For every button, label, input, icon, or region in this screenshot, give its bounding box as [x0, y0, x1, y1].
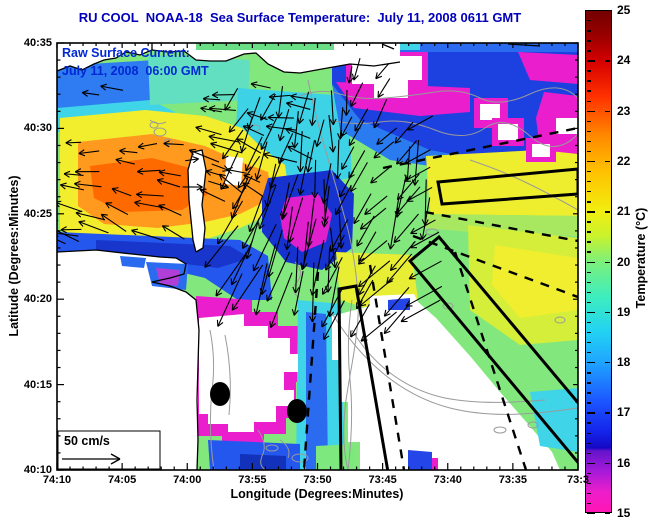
- overlay-current-timestamp: July 11, 2008 06:00 GMT: [62, 64, 209, 78]
- colorbar-tick: [605, 362, 611, 364]
- colorbar-tick: [605, 10, 611, 12]
- x-axis-label: Longitude (Degrees:Minutes): [230, 487, 404, 501]
- colorbar-tick: [586, 30, 591, 32]
- colorbar-tick: [586, 241, 591, 243]
- colorbar-tick: [586, 301, 591, 304]
- colorbar-tick: [586, 50, 591, 52]
- colorbar-tick: [586, 392, 591, 394]
- colorbar-tick: [586, 251, 591, 253]
- colorbar-tick: [586, 211, 595, 213]
- x-tick-label: 73:55: [238, 474, 267, 486]
- colorbar-tick: [605, 160, 611, 163]
- colorbar-tick: [605, 311, 611, 314]
- x-tick-label: 73:45: [368, 474, 397, 486]
- colorbar-tick: [586, 492, 591, 495]
- colorbar-tick-label: 16: [617, 455, 631, 470]
- colorbar-tick: [586, 321, 591, 324]
- colorbar-tick: [586, 80, 591, 82]
- colorbar-tick: [586, 170, 591, 173]
- colorbar-tick: [586, 100, 591, 102]
- colorbar-tick: [605, 110, 611, 112]
- overlay-raw-surface-current: Raw Surface Current:: [62, 46, 190, 60]
- colorbar-tick-label: 17: [617, 405, 631, 420]
- colorbar-tick: [586, 10, 595, 12]
- y-axis-label: Latitude (Degrees:Minutes): [7, 175, 21, 337]
- y-tick-label: 40:20: [23, 293, 52, 306]
- colorbar-tick: [586, 160, 595, 163]
- colorbar-tick: [586, 181, 591, 183]
- colorbar-tick: [586, 271, 591, 273]
- colorbar-tick: [605, 211, 611, 213]
- colorbar-tick: [586, 120, 591, 123]
- colorbar-tick: [605, 462, 611, 465]
- x-tick-label: 73:35: [498, 474, 527, 486]
- colorbar-tick-label: 21: [617, 204, 631, 219]
- colorbar-tick: [586, 412, 595, 414]
- colorbar-tick: [586, 482, 591, 485]
- colorbar-tick: [586, 140, 591, 143]
- colorbar-tick: [586, 110, 595, 112]
- colorbar-tick: [586, 150, 591, 153]
- colorbar-tick: [586, 331, 591, 334]
- colorbar-tick: [586, 201, 591, 203]
- colorbar-tick: [586, 362, 595, 364]
- colorbar-tick: [586, 352, 591, 354]
- x-tick-label: 74:00: [173, 474, 202, 486]
- colorbar-tick: [586, 472, 591, 475]
- colorbar-tick: [586, 341, 591, 344]
- colorbar-tick-label: 19: [617, 304, 631, 319]
- colorbar-tick: [586, 261, 595, 263]
- colorbar-tick: [586, 382, 591, 384]
- colorbar-tick: [586, 291, 591, 294]
- colorbar-tick: [586, 191, 591, 193]
- colorbar-tick: [586, 462, 595, 465]
- x-tick-label: 73:50: [303, 474, 332, 486]
- y-tick-label: 40:30: [23, 122, 52, 135]
- colorbar-tick: [586, 221, 591, 223]
- colorbar-tick: [586, 513, 595, 515]
- colorbar-tick-label: 25: [617, 3, 631, 17]
- colorbar-tick: [605, 261, 611, 263]
- colorbar-tick: [586, 422, 591, 424]
- colorbar-tick: [605, 513, 611, 515]
- colorbar-tick: [586, 281, 591, 283]
- colorbar-tick-label: 15: [617, 506, 631, 518]
- colorbar-tick: [586, 452, 591, 455]
- figure-title: RU COOL NOAA-18 Sea Surface Temperature:…: [78, 10, 522, 25]
- colorbar-tick: [605, 412, 611, 414]
- y-tick-label: 40:35: [23, 37, 52, 49]
- colorbar-tick: [586, 311, 595, 314]
- y-tick-label: 40:25: [23, 207, 52, 220]
- x-tick-label: 74:10: [42, 474, 72, 486]
- colorbar-tick-label: 18: [617, 355, 631, 370]
- x-tick-label: 73:3: [566, 474, 590, 486]
- colorbar-tick: [586, 20, 591, 22]
- colorbar-tick: [586, 40, 591, 42]
- colorbar-tick: [586, 442, 591, 444]
- colorbar-tick: [605, 60, 611, 62]
- y-tick-label: 40:15: [23, 378, 52, 391]
- colorbar-tick-label: 23: [617, 103, 631, 118]
- y-tick-label: 40:10: [23, 464, 52, 476]
- colorbar-tick: [586, 432, 591, 434]
- colorbar-tick: [586, 60, 595, 62]
- colorbar-axis-label: Temperature (°C): [634, 207, 648, 309]
- colorbar-tick: [586, 231, 591, 233]
- colorbar-tick: [586, 372, 591, 374]
- x-tick-label: 74:05: [108, 474, 137, 486]
- quiver-scale-label: 50 cm/s: [64, 434, 110, 448]
- colorbar-tick: [586, 402, 591, 404]
- colorbar-tick-label: 20: [617, 254, 631, 269]
- colorbar-tick: [586, 90, 591, 92]
- colorbar-tick: [586, 70, 591, 72]
- colorbar-tick: [586, 130, 591, 133]
- colorbar-tick-label: 22: [617, 153, 631, 168]
- colorbar-tick-label: 24: [617, 53, 631, 68]
- x-tick-label: 73:40: [433, 474, 462, 486]
- colorbar-tick: [586, 502, 591, 505]
